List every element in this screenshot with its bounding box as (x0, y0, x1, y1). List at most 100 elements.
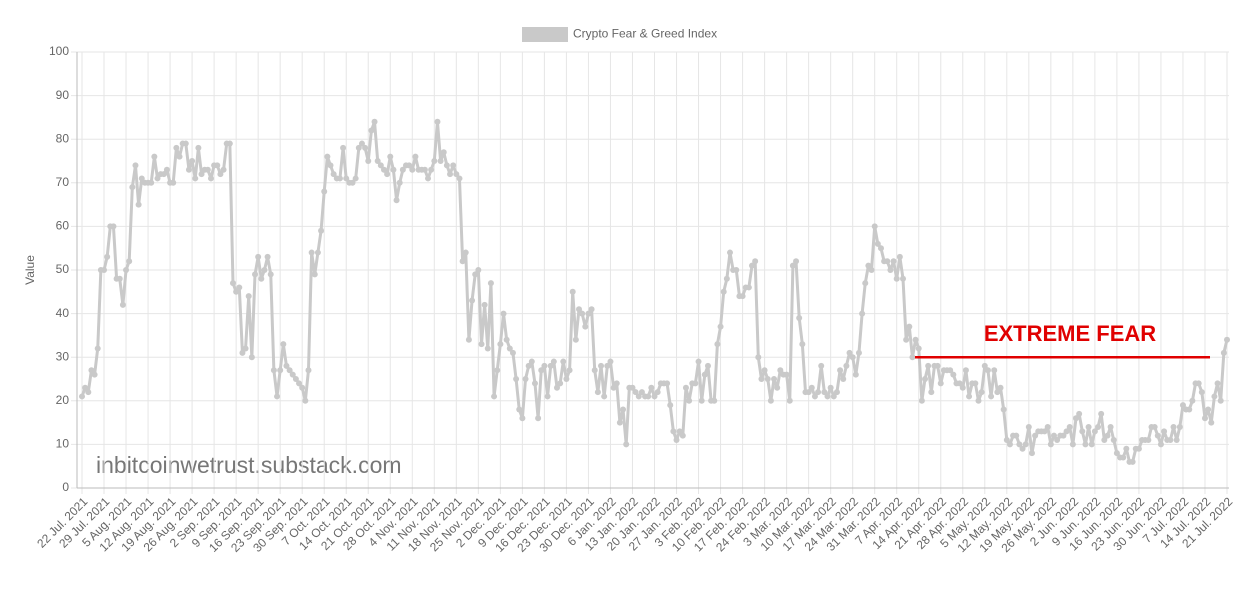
data-point (538, 367, 545, 374)
data-point (815, 389, 822, 396)
data-point (610, 384, 617, 391)
data-point (88, 367, 95, 374)
data-point (358, 140, 365, 147)
data-point (777, 367, 784, 374)
data-point (830, 393, 837, 400)
data-point (903, 336, 910, 343)
data-point (991, 367, 998, 374)
data-point (229, 280, 236, 287)
data-point (487, 280, 494, 287)
data-point (104, 253, 111, 260)
data-point (805, 389, 812, 396)
data-point (695, 358, 702, 365)
data-point (1113, 450, 1120, 457)
data-point (761, 367, 768, 374)
data-point (887, 267, 894, 273)
data-point (204, 166, 211, 173)
data-point (296, 380, 303, 387)
data-point (343, 175, 350, 182)
data-point (138, 175, 145, 182)
data-point (1050, 432, 1057, 439)
data-point (749, 262, 756, 269)
data-point (377, 162, 384, 169)
data-point (771, 376, 778, 382)
data-point (557, 380, 564, 387)
data-point (1079, 428, 1086, 435)
data-point (972, 380, 979, 387)
data-point (824, 393, 831, 400)
data-point (132, 162, 139, 169)
y-tick-label: 90 (56, 88, 70, 102)
data-point (925, 362, 932, 369)
data-point (1076, 410, 1083, 417)
data-point (484, 345, 491, 352)
data-point (516, 406, 523, 413)
data-point (321, 188, 328, 195)
data-point (1000, 406, 1007, 413)
data-point (280, 341, 287, 348)
data-point (91, 371, 98, 378)
data-point (915, 345, 922, 352)
data-point (981, 362, 988, 369)
data-point (613, 380, 620, 387)
data-point (950, 371, 957, 378)
data-point (827, 384, 834, 391)
data-point (531, 380, 538, 387)
data-point (214, 162, 221, 169)
data-point (607, 358, 614, 365)
data-point (154, 175, 161, 182)
data-point (865, 262, 872, 269)
data-point (984, 367, 991, 374)
data-point (110, 223, 117, 230)
data-point (594, 389, 601, 396)
data-point (793, 258, 800, 265)
y-tick-label: 0 (62, 480, 69, 494)
data-point (299, 384, 306, 391)
data-point (635, 393, 642, 400)
data-point (598, 362, 605, 369)
data-point (1073, 415, 1080, 422)
data-point (425, 175, 432, 182)
data-point (481, 301, 488, 308)
y-tick-label: 40 (56, 306, 70, 320)
data-point (1145, 437, 1152, 444)
data-point (726, 249, 733, 256)
data-point (821, 389, 828, 396)
data-point (654, 389, 661, 396)
data-point (500, 310, 507, 317)
data-point (563, 376, 570, 382)
data-point (966, 393, 973, 400)
data-point (519, 415, 526, 422)
data-point (233, 288, 240, 295)
data-point (698, 397, 705, 404)
data-point (859, 310, 866, 317)
data-point (195, 144, 202, 151)
data-point (745, 284, 752, 291)
data-point (82, 384, 89, 391)
data-point (245, 293, 252, 300)
data-point (664, 380, 671, 387)
data-point (368, 127, 375, 134)
data-point (849, 354, 856, 361)
data-point (340, 144, 347, 151)
data-point (1085, 423, 1092, 430)
data-point (185, 166, 192, 173)
data-point (1041, 428, 1048, 435)
data-point (274, 393, 281, 400)
data-point (1186, 406, 1193, 413)
data-point (412, 153, 419, 160)
data-point (129, 184, 136, 191)
data-point (1214, 380, 1221, 387)
data-point (544, 393, 551, 400)
data-point (789, 262, 796, 269)
data-point (623, 441, 630, 448)
data-point (906, 323, 913, 330)
data-point (1157, 441, 1164, 448)
data-point (541, 362, 548, 369)
data-point (437, 158, 444, 164)
data-point (239, 349, 246, 356)
data-point (1224, 336, 1230, 343)
data-point (352, 175, 359, 182)
data-point (582, 323, 589, 330)
